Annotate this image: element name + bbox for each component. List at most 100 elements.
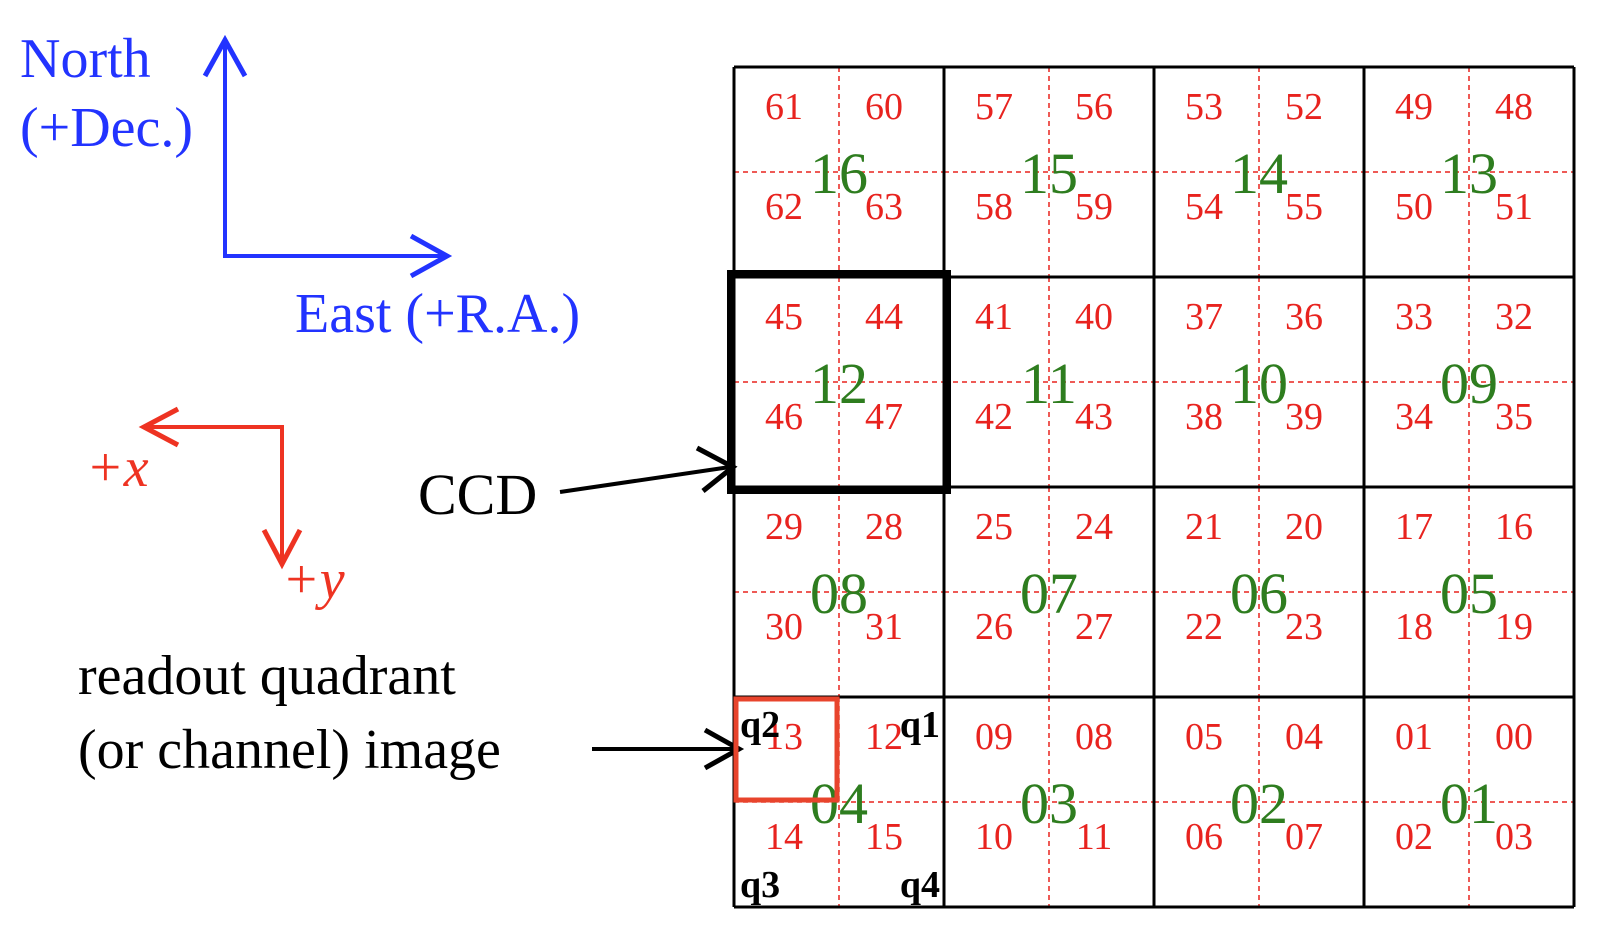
quadrant-id-label: q4 xyxy=(900,864,940,906)
quadrant-number: 18 xyxy=(1395,606,1433,648)
quadrant-number: 44 xyxy=(865,296,903,338)
ccd-number: 01 xyxy=(1440,771,1498,836)
quadrant-number: 00 xyxy=(1495,716,1533,758)
ccd-number: 08 xyxy=(810,561,868,626)
ccd-number: 10 xyxy=(1230,351,1288,416)
quadrant-number: 12 xyxy=(865,716,903,758)
quadrant-number: 40 xyxy=(1075,296,1113,338)
ccd-callout-arrow xyxy=(559,465,731,494)
quadrant-number: 09 xyxy=(975,716,1013,758)
y-arrow-head xyxy=(261,528,303,570)
quadrant-number: 41 xyxy=(975,296,1013,338)
callouts: CCD readout quadrant (or channel) image xyxy=(78,445,745,781)
quadrant-number: 21 xyxy=(1185,506,1223,548)
y-label: +y xyxy=(282,549,345,611)
quadrant-number: 02 xyxy=(1395,816,1433,858)
quadrant-number: 32 xyxy=(1495,296,1533,338)
quadrant-callout-arrow-head xyxy=(703,727,745,771)
quadrant-callout-line1: readout quadrant xyxy=(78,645,456,707)
quadrant-number: 31 xyxy=(865,606,903,648)
quadrant-number: 19 xyxy=(1495,606,1533,648)
quadrant-number: 24 xyxy=(1075,506,1113,548)
quadrant-number: 01 xyxy=(1395,716,1433,758)
quadrant-number: 23 xyxy=(1285,606,1323,648)
ccd-number: 02 xyxy=(1230,771,1288,836)
quadrant-number: 51 xyxy=(1495,186,1533,228)
ccd-number: 06 xyxy=(1230,561,1288,626)
quadrant-number: 56 xyxy=(1075,86,1113,128)
ccd-number: 05 xyxy=(1440,561,1498,626)
quadrant-number: 30 xyxy=(765,606,803,648)
quadrant-number: 07 xyxy=(1285,816,1323,858)
quadrant-number: 28 xyxy=(865,506,903,548)
quadrant-number: 46 xyxy=(765,396,803,438)
quadrant-number: 43 xyxy=(1075,396,1113,438)
ccd-callout-label: CCD xyxy=(418,462,537,527)
quadrant-number: 08 xyxy=(1075,716,1113,758)
quadrant-number: 13 xyxy=(765,716,803,758)
quadrant-number: 10 xyxy=(975,816,1013,858)
north-arrow-head xyxy=(202,34,248,78)
quadrant-number: 45 xyxy=(765,296,803,338)
quadrant-number: 55 xyxy=(1285,186,1323,228)
quadrant-number: 05 xyxy=(1185,716,1223,758)
quadrant-number: 27 xyxy=(1075,606,1113,648)
quadrant-number: 35 xyxy=(1495,396,1533,438)
quadrant-number: 33 xyxy=(1395,296,1433,338)
quadrant-number: 38 xyxy=(1185,396,1223,438)
quadrant-number: 52 xyxy=(1285,86,1323,128)
quadrant-number: 47 xyxy=(865,396,903,438)
quadrant-number: 60 xyxy=(865,86,903,128)
quadrant-number: 34 xyxy=(1395,396,1433,438)
ccd-number: 15 xyxy=(1020,141,1078,206)
x-label: +x xyxy=(86,437,149,499)
quadrant-number: 59 xyxy=(1075,186,1113,228)
quadrant-number: 62 xyxy=(765,186,803,228)
quadrant-number: 58 xyxy=(975,186,1013,228)
x-arrow-head xyxy=(138,406,180,448)
quadrant-callout-line2: (or channel) image xyxy=(78,719,501,781)
ccd-number: 14 xyxy=(1230,141,1288,206)
quadrant-id-label: q1 xyxy=(900,704,940,746)
ccd-number: 07 xyxy=(1020,561,1078,626)
ccd-number: 03 xyxy=(1020,771,1078,836)
dec-label: (+Dec.) xyxy=(20,97,193,159)
quadrant-number: 11 xyxy=(1076,816,1113,858)
quadrant-number: 25 xyxy=(975,506,1013,548)
quadrant-number: 20 xyxy=(1285,506,1323,548)
north-label: North xyxy=(20,28,151,90)
east-arrow-head xyxy=(409,233,453,279)
east-label: East (+R.A.) xyxy=(295,283,580,345)
quadrant-number: 03 xyxy=(1495,816,1533,858)
quadrant-number: 57 xyxy=(975,86,1013,128)
pixel-axes: +x +y xyxy=(86,406,345,611)
quadrant-number: 14 xyxy=(765,816,803,858)
quadrant-number: 16 xyxy=(1495,506,1533,548)
ccd-number: 16 xyxy=(810,141,868,206)
quadrant-number: 29 xyxy=(765,506,803,548)
ccd-number: 12 xyxy=(810,351,868,416)
quadrant-number: 48 xyxy=(1495,86,1533,128)
quadrant-number: 49 xyxy=(1395,86,1433,128)
highlighted-quadrant-outline xyxy=(733,696,840,803)
quadrant-number: 06 xyxy=(1185,816,1223,858)
highlighted-ccd-outline xyxy=(727,270,951,494)
ccd-number: 09 xyxy=(1440,351,1498,416)
